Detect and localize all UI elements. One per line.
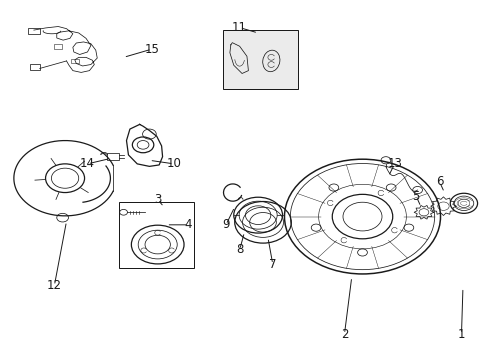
Bar: [28, 28, 40, 34]
Text: 14: 14: [80, 157, 95, 170]
Text: 3: 3: [154, 193, 161, 206]
Text: 15: 15: [144, 42, 159, 55]
Text: 11: 11: [232, 21, 246, 34]
Bar: [30, 64, 40, 69]
Text: 6: 6: [435, 175, 443, 188]
Text: 12: 12: [47, 279, 61, 292]
Text: 5: 5: [411, 190, 419, 203]
Bar: [71, 59, 79, 63]
Text: 9: 9: [222, 218, 229, 231]
Text: 2: 2: [340, 328, 347, 341]
Text: 4: 4: [184, 218, 192, 231]
Text: 1: 1: [457, 328, 464, 341]
Bar: [107, 153, 119, 160]
Text: 7: 7: [268, 258, 276, 271]
Bar: [54, 44, 62, 49]
Text: 10: 10: [166, 157, 181, 170]
Text: 8: 8: [235, 243, 243, 256]
Text: 13: 13: [386, 157, 401, 170]
Bar: [222, 30, 298, 89]
Bar: [119, 202, 194, 268]
